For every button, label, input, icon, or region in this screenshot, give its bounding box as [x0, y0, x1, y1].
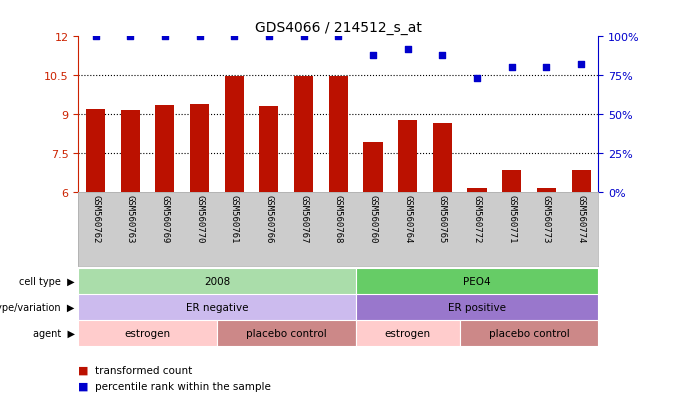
Bar	[460, 320, 598, 347]
Text: PEO4: PEO4	[463, 276, 491, 287]
Point	[367, 52, 378, 59]
Point	[263, 34, 274, 40]
Point	[333, 34, 343, 40]
Bar	[224, 77, 244, 192]
Point	[575, 62, 586, 69]
Text: GSM560761: GSM560761	[230, 194, 239, 242]
Text: GSM560762: GSM560762	[91, 194, 100, 242]
Bar	[78, 320, 217, 347]
Bar	[155, 106, 175, 192]
Bar	[86, 109, 105, 192]
Text: GSM560760: GSM560760	[369, 194, 377, 242]
Text: cell type  ▶: cell type ▶	[19, 276, 75, 287]
Point	[541, 65, 551, 71]
Point	[437, 52, 447, 59]
Bar	[294, 77, 313, 192]
Point	[228, 34, 239, 40]
Text: placebo control: placebo control	[489, 328, 569, 339]
Bar	[259, 107, 279, 192]
Text: ■: ■	[78, 381, 88, 391]
Text: GSM560770: GSM560770	[195, 194, 204, 242]
Text: estrogen: estrogen	[124, 328, 171, 339]
Bar	[467, 188, 487, 192]
Text: ER positive: ER positive	[448, 302, 506, 313]
Text: GSM560773: GSM560773	[542, 194, 551, 242]
Bar	[502, 170, 522, 192]
Bar	[571, 170, 591, 192]
Text: GSM560768: GSM560768	[334, 194, 343, 242]
Bar	[78, 294, 356, 320]
Bar	[356, 268, 598, 294]
Bar	[537, 188, 556, 192]
Text: GSM560771: GSM560771	[507, 194, 516, 242]
Bar	[190, 104, 209, 192]
Text: estrogen: estrogen	[385, 328, 430, 339]
Title: GDS4066 / 214512_s_at: GDS4066 / 214512_s_at	[255, 21, 422, 35]
Point	[194, 34, 205, 40]
Point	[506, 65, 517, 71]
Bar	[432, 123, 452, 192]
Text: agent  ▶: agent ▶	[33, 328, 75, 339]
Text: ER negative: ER negative	[186, 302, 248, 313]
Text: GSM560764: GSM560764	[403, 194, 412, 242]
Bar	[398, 121, 418, 192]
Text: GSM560772: GSM560772	[473, 194, 481, 242]
Point	[402, 46, 413, 53]
Point	[159, 34, 170, 40]
Text: placebo control: placebo control	[246, 328, 326, 339]
Text: GSM560774: GSM560774	[577, 194, 585, 242]
Text: transformed count: transformed count	[95, 365, 192, 375]
Text: percentile rank within the sample: percentile rank within the sample	[95, 381, 271, 391]
Text: GSM560769: GSM560769	[160, 194, 169, 242]
Bar	[217, 320, 356, 347]
Text: 2008: 2008	[204, 276, 230, 287]
Bar	[363, 143, 383, 192]
Text: GSM560766: GSM560766	[265, 194, 273, 242]
Bar	[120, 111, 140, 192]
Bar	[328, 77, 348, 192]
Point	[124, 34, 135, 40]
Bar	[356, 294, 598, 320]
Point	[471, 76, 482, 82]
Text: GSM560765: GSM560765	[438, 194, 447, 242]
Text: GSM560767: GSM560767	[299, 194, 308, 242]
Bar	[78, 268, 356, 294]
Point	[298, 34, 309, 40]
Text: ■: ■	[78, 365, 88, 375]
Point	[90, 34, 101, 40]
Text: genotype/variation  ▶: genotype/variation ▶	[0, 302, 75, 313]
Text: GSM560763: GSM560763	[126, 194, 135, 242]
Bar	[356, 320, 460, 347]
